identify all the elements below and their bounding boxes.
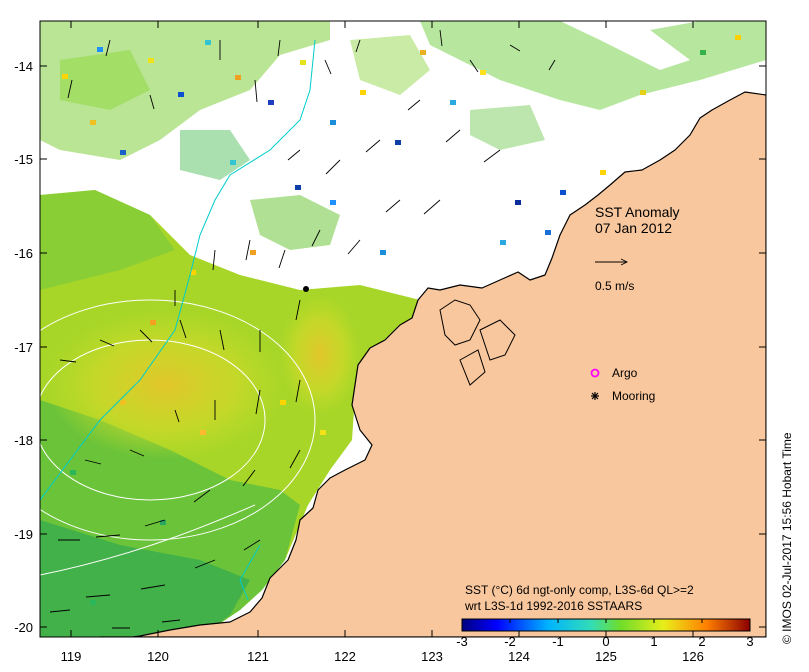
colorbar-tick-label: 2 <box>698 634 705 649</box>
legend-label-argo: Argo <box>612 366 638 380</box>
legend: Argo Mooring <box>590 366 655 403</box>
y-tick-label: -17 <box>14 340 33 355</box>
plot-frame <box>39 20 767 638</box>
map-date: 07 Jan 2012 <box>595 220 672 236</box>
x-tick-label: 123 <box>421 649 443 664</box>
x-tick-label: 124 <box>508 649 530 664</box>
current-vectors <box>49 29 629 629</box>
y-tick-label: -16 <box>14 246 33 261</box>
colorbar-tick-label: 3 <box>746 634 753 649</box>
x-tick-label: 125 <box>595 649 617 664</box>
legend-label-mooring: Mooring <box>612 389 655 403</box>
x-axis-labels: 119 120 121 122 123 124 125 126 <box>61 649 704 664</box>
y-tick-label: -20 <box>14 620 33 635</box>
tick-marks <box>40 21 766 637</box>
mooring-marker-icon <box>591 392 599 400</box>
bathymetry-contour <box>40 39 316 601</box>
colorbar-tick-label: -2 <box>504 634 516 649</box>
colorbar-tick-label: -1 <box>552 634 564 649</box>
sst-field <box>40 21 766 637</box>
colorbar-tick-label: 0 <box>602 634 609 649</box>
colorbar-tick-label: -3 <box>456 634 468 649</box>
y-tick-label: -14 <box>14 59 33 74</box>
colorbar-tick-label: 1 <box>650 634 657 649</box>
y-axis-labels: -14 -15 -16 -17 -18 -19 -20 <box>14 59 33 635</box>
x-tick-label: 122 <box>334 649 356 664</box>
colorbar-caption-line1: SST (°C) 6d ngt-only comp, L3S-6d QL>=2 <box>465 583 694 597</box>
land-mass <box>99 91 766 637</box>
x-tick-label: 126 <box>682 649 704 664</box>
mooring-marker <box>303 286 309 292</box>
y-tick-label: -15 <box>14 152 33 167</box>
y-tick-label: -18 <box>14 433 33 448</box>
colorbar-caption-line2: wrt L3S-1d 1992-2016 SSTAARS <box>464 599 642 613</box>
x-tick-label: 119 <box>61 649 82 664</box>
vector-scale-label: 0.5 m/s <box>595 279 634 293</box>
y-tick-label: -19 <box>14 527 33 542</box>
argo-marker-icon <box>590 368 600 378</box>
colorbar-ticks: -3 -2 -1 0 1 2 3 <box>456 634 753 649</box>
imos-credit-text: © IMOS 02-Jul-2017 15:56 Hobart Time <box>780 432 794 644</box>
map-title: SST Anomaly <box>595 204 680 220</box>
x-tick-label: 120 <box>147 649 169 664</box>
x-tick-label: 121 <box>247 649 269 664</box>
